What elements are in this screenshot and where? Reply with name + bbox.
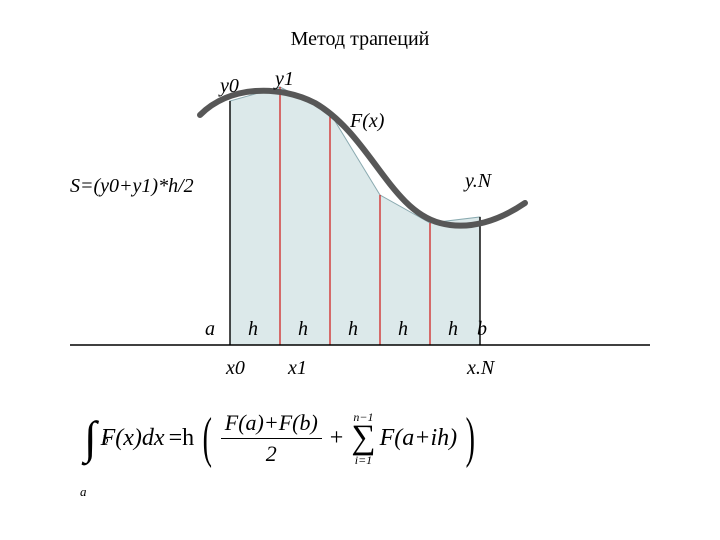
- label-h: h: [348, 318, 358, 341]
- equals-h: =h: [169, 425, 195, 451]
- plus-sign: +: [326, 425, 348, 451]
- frac-den: 2: [221, 439, 322, 467]
- int-upper: b: [102, 413, 109, 467]
- sigma-symbol: ∑: [351, 423, 375, 454]
- label-xn: x.N: [467, 357, 494, 380]
- int-lower: a: [80, 465, 87, 519]
- label-x0: x0: [226, 357, 245, 380]
- label-fx: F(x): [350, 110, 384, 133]
- frac-num: F(a)+F(b): [221, 410, 322, 439]
- label-b: b: [477, 318, 487, 341]
- integrand: F(x)dx: [101, 425, 165, 451]
- label-h: h: [398, 318, 408, 341]
- label-h: h: [448, 318, 458, 341]
- label-y0: y0: [220, 75, 239, 98]
- page-title: Метод трапеций: [0, 28, 720, 51]
- label-y1: y1: [275, 68, 294, 91]
- trapezoid-diagram: y0 y1 F(x) y.N S=(y0+y1)*h/2 a b x0 x1 x…: [70, 65, 650, 375]
- integral-formula: b a ∫ F(x)dx =h ( F(a)+F(b) 2 + n−1 ∑ i=…: [80, 410, 640, 467]
- fraction: F(a)+F(b) 2: [221, 410, 322, 467]
- integral-symbol: ∫: [84, 420, 97, 457]
- label-yn: y.N: [465, 170, 491, 193]
- summation: n−1 ∑ i=1: [351, 411, 375, 466]
- label-a: a: [205, 318, 215, 341]
- paren-left: (: [203, 416, 212, 461]
- label-h: h: [248, 318, 258, 341]
- label-x1: x1: [288, 357, 307, 380]
- label-h: h: [298, 318, 308, 341]
- paren-right: ): [466, 416, 475, 461]
- summand: F(a+ih): [380, 425, 458, 451]
- sum-lower: i=1: [351, 454, 375, 466]
- label-area-formula: S=(y0+y1)*h/2: [70, 175, 194, 198]
